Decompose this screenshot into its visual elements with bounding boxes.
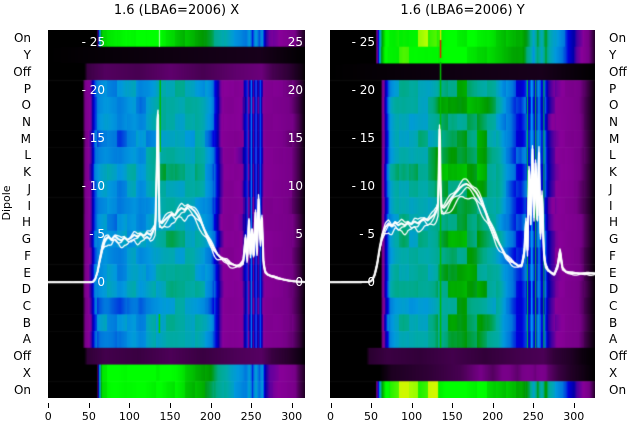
row-label-left-On-21: On xyxy=(13,382,31,397)
row-label-right-G-12: G xyxy=(609,232,619,247)
row-label-left-B-17: B xyxy=(22,315,31,330)
row-label-left-A-18: A xyxy=(22,332,31,347)
xtick-mark-1-100 xyxy=(411,403,413,408)
xtick-label-0-200: 200 xyxy=(200,410,222,423)
row-label-left-Y-1: Y xyxy=(23,48,31,63)
ytick-left-panel-right-0: 0 xyxy=(295,275,303,289)
row-label-left-On-0: On xyxy=(13,31,31,46)
ytick-left-panel-right-5: 5 xyxy=(295,226,303,241)
row-label-right-M-6: M xyxy=(609,131,620,146)
xtick-label-1-250: 250 xyxy=(522,410,544,423)
panel-title-y: 1.6 (LBA6=2006) Y xyxy=(400,3,525,18)
row-label-left-Off-19: Off xyxy=(13,349,31,364)
row-label-right-F-13: F xyxy=(609,248,616,263)
row-label-right-N-5: N xyxy=(609,115,618,129)
row-label-left-F-13: F xyxy=(24,248,31,263)
heatmap-panel-y xyxy=(330,30,595,398)
row-label-left-D-15: D xyxy=(21,282,31,297)
xtick-label-0-250: 250 xyxy=(240,410,262,423)
row-label-right-A-18: A xyxy=(609,332,618,347)
ytick-left-panel-left-15: - 15 xyxy=(81,130,105,145)
ytick-left-panel-left-10: - 10 xyxy=(81,178,105,193)
xtick-mark-1-150 xyxy=(452,403,454,408)
row-label-left-O-4: O xyxy=(21,98,31,113)
xtick-mark-0-50 xyxy=(88,403,90,408)
row-label-right-On-0: On xyxy=(609,31,627,46)
xtick-mark-0-300 xyxy=(291,403,293,408)
xtick-label-0-150: 150 xyxy=(159,410,181,423)
row-label-right-C-16: C xyxy=(609,299,618,313)
row-label-right-On-21: On xyxy=(609,382,627,397)
xtick-label-1-100: 100 xyxy=(401,410,423,423)
ytick-right-panel-left-15: - 15 xyxy=(351,130,375,145)
row-label-right-J-9: J xyxy=(609,181,613,196)
row-label-left-K-8: K xyxy=(23,165,31,180)
ytick-right-panel-left-5: - 5 xyxy=(359,226,375,241)
row-label-right-E-14: E xyxy=(609,265,617,280)
xtick-mark-0-200 xyxy=(210,403,212,408)
row-label-left-L-7: L xyxy=(24,148,31,163)
ytick-left-panel-right-20: 20 xyxy=(287,82,303,97)
ytick-right-panel-left-20: - 20 xyxy=(351,82,375,97)
xtick-label-0-50: 50 xyxy=(81,410,96,423)
ytick-left-panel-left-0: 0 xyxy=(97,275,105,289)
row-label-right-X-20: X xyxy=(609,365,618,380)
xtick-mark-1-0 xyxy=(330,403,332,408)
xtick-label-1-50: 50 xyxy=(364,410,379,423)
xtick-mark-1-250 xyxy=(533,403,535,408)
ytick-left-panel-left-5: - 5 xyxy=(89,226,105,241)
xtick-label-1-300: 300 xyxy=(563,410,585,423)
xtick-mark-1-50 xyxy=(371,403,373,408)
xtick-mark-0-100 xyxy=(129,403,131,408)
ytick-left-panel-left-25: - 25 xyxy=(81,34,105,49)
xtick-label-1-0: 0 xyxy=(327,410,334,423)
row-label-left-G-12: G xyxy=(21,232,31,247)
row-label-left-I-10: I xyxy=(27,198,31,213)
row-label-right-L-7: L xyxy=(609,148,616,163)
ytick-right-panel-left-10: - 10 xyxy=(351,178,375,193)
panel-title-x: 1.6 (LBA6=2006) X xyxy=(113,3,240,18)
row-label-left-M-6: M xyxy=(20,131,31,146)
row-label-right-Off-19: Off xyxy=(609,349,627,364)
ytick-left-panel-right-15: 15 xyxy=(287,130,303,145)
row-label-right-B-17: B xyxy=(609,315,618,330)
row-label-right-Y-1: Y xyxy=(609,48,617,63)
row-label-left-J-9: J xyxy=(27,181,31,196)
row-label-right-D-15: D xyxy=(609,282,619,297)
row-label-left-E-14: E xyxy=(23,265,31,280)
row-label-left-H-11: H xyxy=(21,215,31,230)
ytick-right-panel-left-25: - 25 xyxy=(351,34,375,49)
heatmap-panel-x xyxy=(48,30,305,398)
row-label-right-H-11: H xyxy=(609,215,619,230)
xtick-mark-1-300 xyxy=(573,403,575,408)
row-label-right-O-4: O xyxy=(609,98,619,113)
xtick-mark-0-150 xyxy=(169,403,171,408)
row-label-right-Off-2: Off xyxy=(609,64,627,79)
ytick-right-panel-left-0: 0 xyxy=(367,275,375,289)
xtick-label-0-100: 100 xyxy=(118,410,140,423)
ytick-left-panel-right-25: 25 xyxy=(287,34,303,49)
ytick-left-panel-left-20: - 20 xyxy=(81,82,105,97)
xtick-label-0-0: 0 xyxy=(44,410,52,423)
row-label-right-K-8: K xyxy=(609,165,617,180)
row-label-left-P-3: P xyxy=(23,81,31,96)
row-label-right-P-3: P xyxy=(609,81,617,96)
row-label-right-I-10: I xyxy=(609,198,613,213)
xtick-label-1-200: 200 xyxy=(482,410,504,423)
row-label-left-X-20: X xyxy=(22,365,31,380)
ytick-left-panel-right-10: 10 xyxy=(287,178,303,193)
row-label-left-C-16: C xyxy=(22,299,31,313)
row-label-left-N-5: N xyxy=(22,115,31,129)
row-label-left-Off-2: Off xyxy=(13,64,31,79)
xtick-mark-0-0 xyxy=(48,403,50,408)
xtick-mark-1-200 xyxy=(492,403,494,408)
xtick-mark-0-250 xyxy=(251,403,253,408)
xtick-label-0-300: 300 xyxy=(281,410,303,423)
xtick-label-1-150: 150 xyxy=(441,410,463,423)
